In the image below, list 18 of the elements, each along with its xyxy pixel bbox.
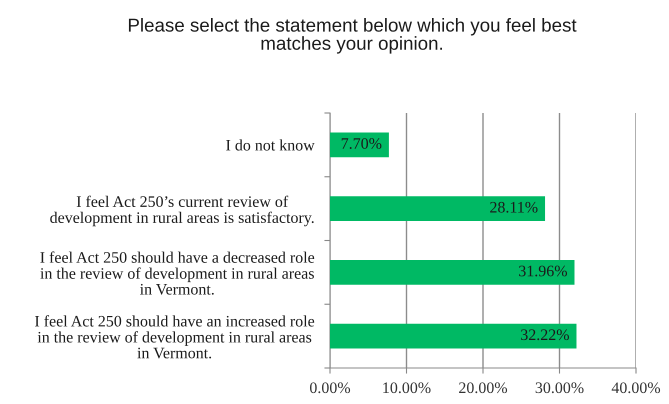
bar [330,324,576,349]
chart-title: Please select the statement below which you feel best matches your opinion. [128,18,576,54]
y-tick-label: I feel Act 250 should have an increased role in the review of development in rural areas in Vermont. [34,315,314,358]
data-label: 32.22% [521,329,569,340]
y-tick-label: I feel Act 250’s current review of development in rural areas is satisfactory. [50,196,314,226]
bar [330,132,389,158]
bar [330,260,574,285]
x-tick-label: 0.00% [310,382,350,394]
x-tick-label: 40.00% [612,382,660,394]
x-tick-label: 30.00% [536,382,584,394]
data-label: 28.11% [490,202,538,213]
bar [330,196,546,222]
x-tick-label: 20.00% [459,382,508,394]
data-label: 31.96% [519,266,568,276]
y-tick-label: I do not know [226,139,315,151]
x-tick-label: 10.00% [383,382,431,394]
data-label: 7.70% [342,138,382,149]
y-tick-label: I feel Act 250 should have a decreased role in the review of development in rural areas in Vermont. [40,251,314,295]
